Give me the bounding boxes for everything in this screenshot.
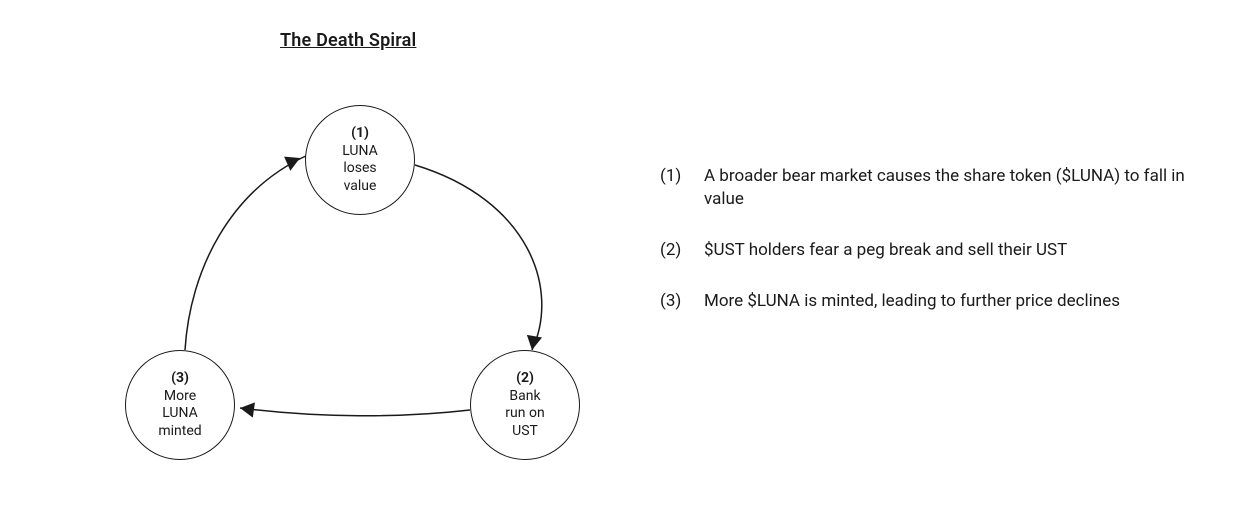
legend-row: (2)$UST holders fear a peg break and sel… [660,239,1220,262]
edge-n1-n2 [415,165,542,350]
node-label: (1)LUNAlosesvalue [342,125,378,195]
node-line: UST [505,423,544,441]
legend: (1)A broader bear market causes the shar… [660,165,1220,313]
node-n1: (1)LUNAlosesvalue [305,105,415,215]
node-number: (2) [505,370,544,388]
node-line: More [158,388,201,406]
node-line: loses [342,160,378,178]
node-n3: (3)MoreLUNAminted [125,350,235,460]
node-line: LUNA [342,143,378,161]
node-label: (2)Bankrun onUST [505,370,544,440]
node-number: (3) [158,370,201,388]
node-line: LUNA [158,405,201,423]
node-number: (1) [342,125,378,143]
legend-text: A broader bear market causes the share t… [704,165,1220,211]
legend-row: (1)A broader bear market causes the shar… [660,165,1220,211]
node-label: (3)MoreLUNAminted [158,370,201,440]
legend-text: $UST holders fear a peg break and sell t… [704,239,1220,262]
edge-n3-n1 [185,155,308,350]
legend-text: More $LUNA is minted, leading to further… [704,290,1220,313]
legend-number: (1) [660,165,704,188]
node-n2: (2)Bankrun onUST [470,350,580,460]
legend-number: (3) [660,290,704,313]
node-line: value [342,178,378,196]
legend-row: (3)More $LUNA is minted, leading to furt… [660,290,1220,313]
edge-n2-n3 [240,408,470,416]
arrowhead-icon [239,400,255,417]
node-line: run on [505,405,544,423]
legend-number: (2) [660,239,704,262]
node-line: Bank [505,388,544,406]
node-line: minted [158,423,201,441]
arrowhead-icon [284,151,303,171]
diagram-stage: The Death Spiral (1)A broader bear marke… [0,0,1260,524]
